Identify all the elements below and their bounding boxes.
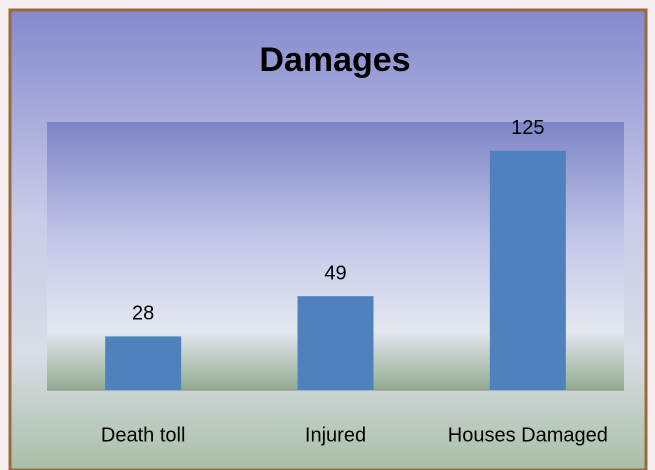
data-label: 28	[132, 303, 154, 325]
data-label: 49	[324, 262, 346, 284]
chart-title: Damages	[259, 41, 410, 79]
bar	[105, 336, 182, 390]
bar	[297, 296, 374, 390]
bar	[489, 150, 566, 390]
x-tick-label: Injured	[305, 424, 366, 446]
data-label: 125	[511, 117, 544, 139]
x-tick-label: Death toll	[101, 424, 186, 446]
x-tick-label: Houses Damaged	[448, 424, 608, 446]
